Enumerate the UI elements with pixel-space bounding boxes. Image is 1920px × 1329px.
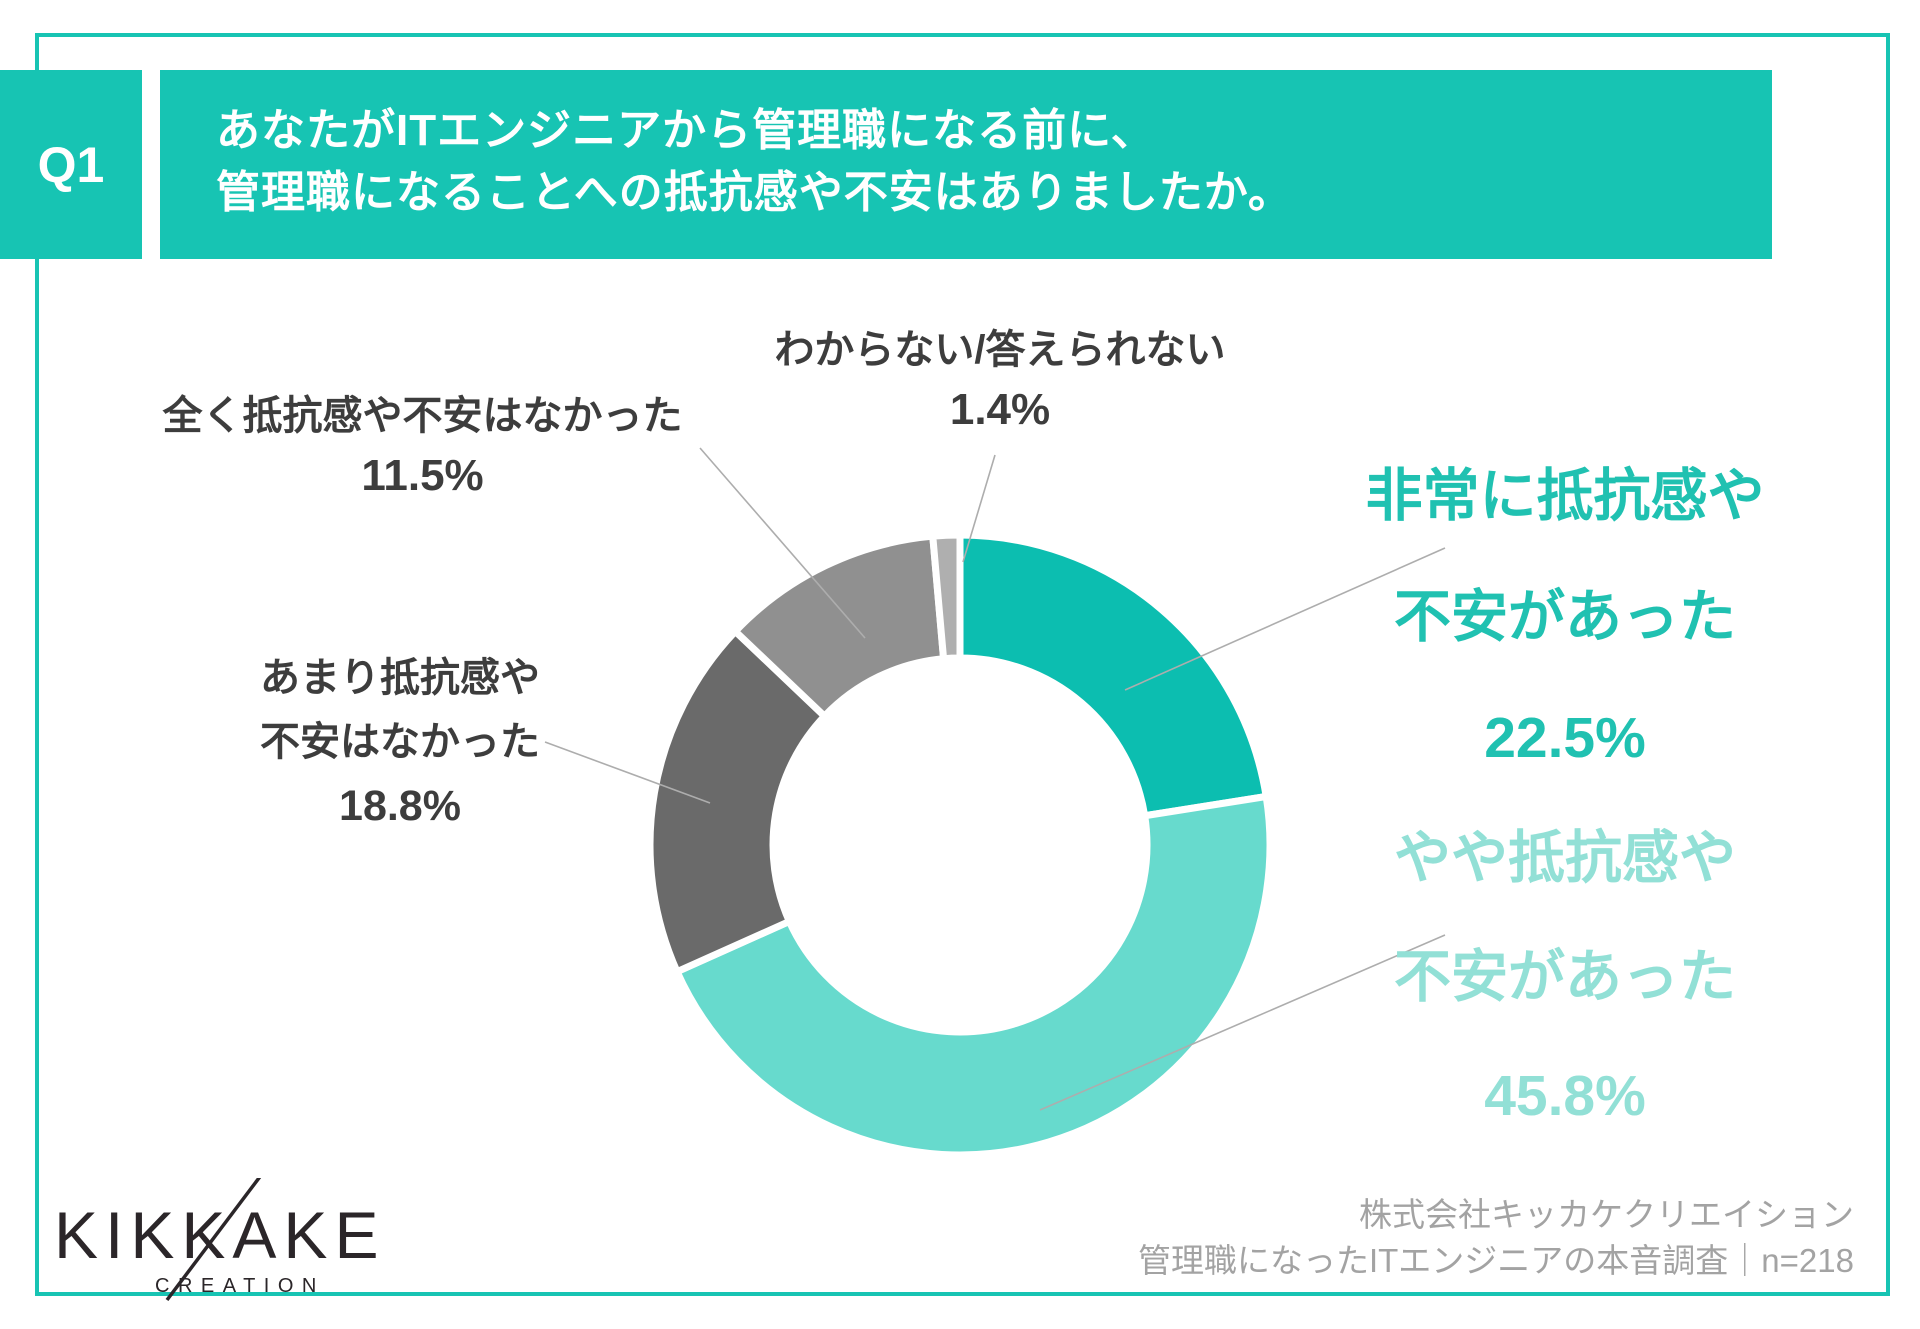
donut-slice-4 [928, 531, 964, 663]
source-attribution: 株式会社キッカケクリエイション 管理職になったITエンジニアの本音調査｜n=21… [1138, 1192, 1854, 1284]
donut-slice-0 [956, 531, 1271, 820]
question-title-line1: あなたがITエンジニアから管理職になる前に、 [216, 106, 1156, 155]
callout-none: 全く抵抗感や不安はなかった 11.5% [150, 386, 695, 506]
kikkake-logo: KIKKAKE CREATION [54, 1178, 385, 1302]
page-border-frame [35, 33, 1890, 1296]
leader-line-none [699, 447, 866, 639]
callout-unknown-text: わからない/答えられない [774, 328, 1226, 372]
callout-somewhat-percent: 45.8% [1484, 1064, 1646, 1128]
question-title-line2: 管理職になることへの抵抗感や不安はありましたか。 [216, 168, 1293, 217]
callout-unknown: わからない/答えられない 1.4% [730, 320, 1270, 440]
callout-very-text2: 不安があった [1394, 585, 1736, 649]
source-company: 株式会社キッカケクリエイション [1359, 1196, 1854, 1233]
donut-slice-2 [646, 626, 830, 977]
callout-not-much: あまり抵抗感や 不安はなかった 18.8% [130, 646, 670, 838]
leader-lines [544, 447, 1446, 1111]
donut-slices [646, 531, 1274, 1159]
leader-line-notmuch [544, 741, 711, 804]
logo-slash [165, 1178, 262, 1302]
callout-unknown-percent: 1.4% [949, 385, 1051, 434]
leader-line-unknown [962, 454, 996, 563]
question-title-banner: あなたがITエンジニアから管理職になる前に、 管理職になることへの抵抗感や不安は… [160, 70, 1772, 259]
source-survey: 管理職になったITエンジニアの本音調査｜n=218 [1137, 1242, 1854, 1279]
callout-somewhat-text2: 不安があった [1394, 945, 1736, 1009]
callout-not-much-text2: 不安はなかった [260, 720, 540, 764]
question-number: Q1 [37, 136, 105, 193]
logo-subtext: CREATION [155, 1275, 325, 1297]
question-number-badge: Q1 [0, 70, 142, 259]
callout-somewhat-text1: やや抵抗感や [1394, 826, 1736, 890]
donut-slice-1 [672, 792, 1274, 1159]
callout-none-text: 全く抵抗感や不安はなかった [162, 394, 683, 438]
callout-very: 非常に抵抗感や 不安があった 22.5% [1255, 436, 1875, 799]
logo-wordmark: KIKKAKE [54, 1198, 385, 1272]
leader-line-very [1124, 547, 1446, 691]
callout-not-much-percent: 18.8% [339, 782, 461, 830]
callout-none-percent: 11.5% [361, 451, 484, 500]
callout-not-much-text1: あまり抵抗感や [260, 656, 540, 700]
callout-very-percent: 22.5% [1484, 706, 1646, 770]
leader-line-somewhat [1039, 934, 1446, 1111]
callout-somewhat: やや抵抗感や 不安があった 45.8% [1255, 799, 1875, 1156]
callout-very-text1: 非常に抵抗感や [1365, 464, 1765, 528]
